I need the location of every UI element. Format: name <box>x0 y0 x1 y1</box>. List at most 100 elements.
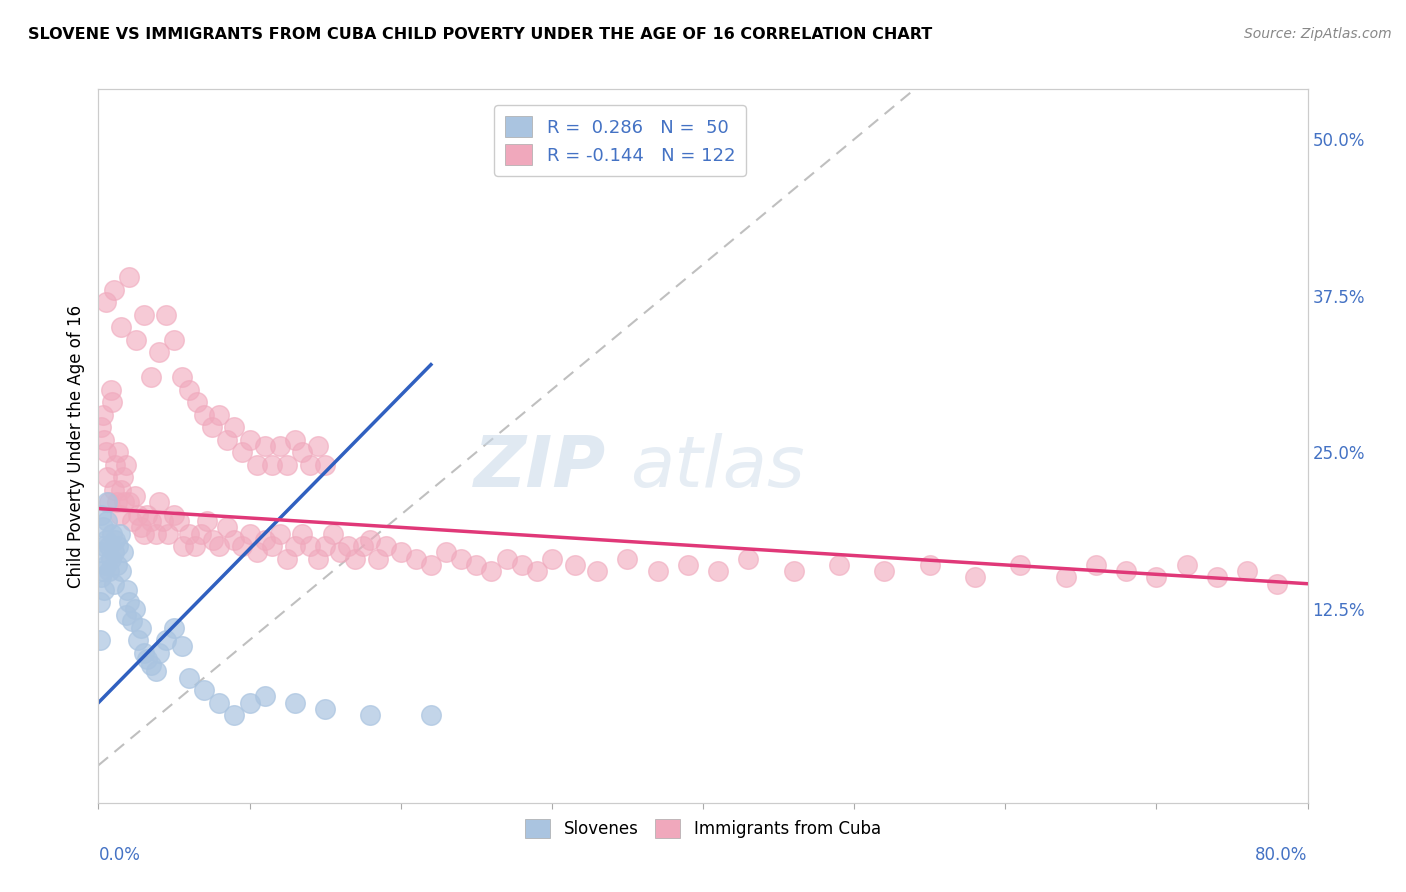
Point <box>93 433 115 447</box>
Point <box>125 333 148 347</box>
Point <box>215 520 238 534</box>
Point <box>101 395 124 409</box>
Point <box>239 526 262 541</box>
Point <box>737 551 759 566</box>
Point <box>239 696 262 710</box>
Point <box>526 564 548 578</box>
Point <box>873 564 896 578</box>
Point <box>253 533 276 547</box>
Text: SLOVENE VS IMMIGRANTS FROM CUBA CHILD POVERTY UNDER THE AGE OF 16 CORRELATION CH: SLOVENE VS IMMIGRANTS FROM CUBA CHILD PO… <box>28 27 932 42</box>
Point <box>112 495 135 509</box>
Point <box>262 539 284 553</box>
Point <box>918 558 941 572</box>
Point <box>314 539 336 553</box>
Point <box>132 646 155 660</box>
Point <box>91 564 114 578</box>
Point <box>94 445 117 459</box>
Point <box>450 551 472 566</box>
Point <box>96 470 118 484</box>
Point <box>299 458 322 472</box>
Point <box>141 370 163 384</box>
Point <box>107 445 129 459</box>
Point <box>148 646 170 660</box>
Point <box>420 708 443 723</box>
Point <box>90 570 112 584</box>
Point <box>103 545 125 559</box>
Point <box>89 633 111 648</box>
Point <box>284 539 307 553</box>
Point <box>276 458 298 472</box>
Point <box>540 551 562 566</box>
Point <box>405 551 427 566</box>
Point <box>118 270 141 285</box>
Point <box>121 614 143 628</box>
Point <box>103 283 125 297</box>
Point <box>179 671 201 685</box>
Point <box>132 526 155 541</box>
Point <box>107 539 129 553</box>
Point <box>91 408 114 422</box>
Text: ZIP: ZIP <box>474 433 606 502</box>
Point <box>276 551 298 566</box>
Point <box>155 308 177 322</box>
Point <box>127 508 149 522</box>
Point <box>129 520 152 534</box>
Point <box>118 495 141 509</box>
Point <box>108 508 131 522</box>
Point <box>129 621 152 635</box>
Point <box>91 520 114 534</box>
Point <box>1054 570 1077 584</box>
Point <box>163 621 186 635</box>
Point <box>291 445 314 459</box>
Point <box>170 640 193 654</box>
Point <box>253 690 276 704</box>
Point <box>215 433 238 447</box>
Point <box>367 551 389 566</box>
Point <box>828 558 851 572</box>
Point <box>360 708 382 723</box>
Point <box>190 526 212 541</box>
Point <box>336 539 359 553</box>
Point <box>110 483 132 497</box>
Point <box>179 526 201 541</box>
Point <box>1206 570 1229 584</box>
Point <box>172 539 194 553</box>
Point <box>1175 558 1198 572</box>
Point <box>94 295 117 310</box>
Point <box>647 564 669 578</box>
Point <box>269 526 291 541</box>
Point <box>202 533 225 547</box>
Point <box>208 408 231 422</box>
Point <box>314 458 336 472</box>
Point <box>676 558 699 572</box>
Point <box>163 333 186 347</box>
Point <box>1236 564 1258 578</box>
Point <box>1085 558 1108 572</box>
Point <box>94 533 117 547</box>
Point <box>564 558 586 572</box>
Point <box>246 458 269 472</box>
Point <box>193 408 215 422</box>
Point <box>307 439 329 453</box>
Point <box>163 508 186 522</box>
Point <box>284 433 307 447</box>
Point <box>186 395 208 409</box>
Point <box>111 545 134 559</box>
Point <box>344 551 367 566</box>
Point <box>420 558 443 572</box>
Text: Source: ZipAtlas.com: Source: ZipAtlas.com <box>1244 27 1392 41</box>
Point <box>1115 564 1137 578</box>
Text: 80.0%: 80.0% <box>1256 846 1308 863</box>
Point <box>93 582 115 597</box>
Point <box>100 551 122 566</box>
Point <box>170 370 193 384</box>
Point <box>132 308 155 322</box>
Point <box>352 539 374 553</box>
Point <box>1267 576 1289 591</box>
Point <box>481 564 503 578</box>
Point <box>90 420 112 434</box>
Point <box>360 533 382 547</box>
Point <box>124 601 146 615</box>
Point <box>179 383 201 397</box>
Point <box>124 489 146 503</box>
